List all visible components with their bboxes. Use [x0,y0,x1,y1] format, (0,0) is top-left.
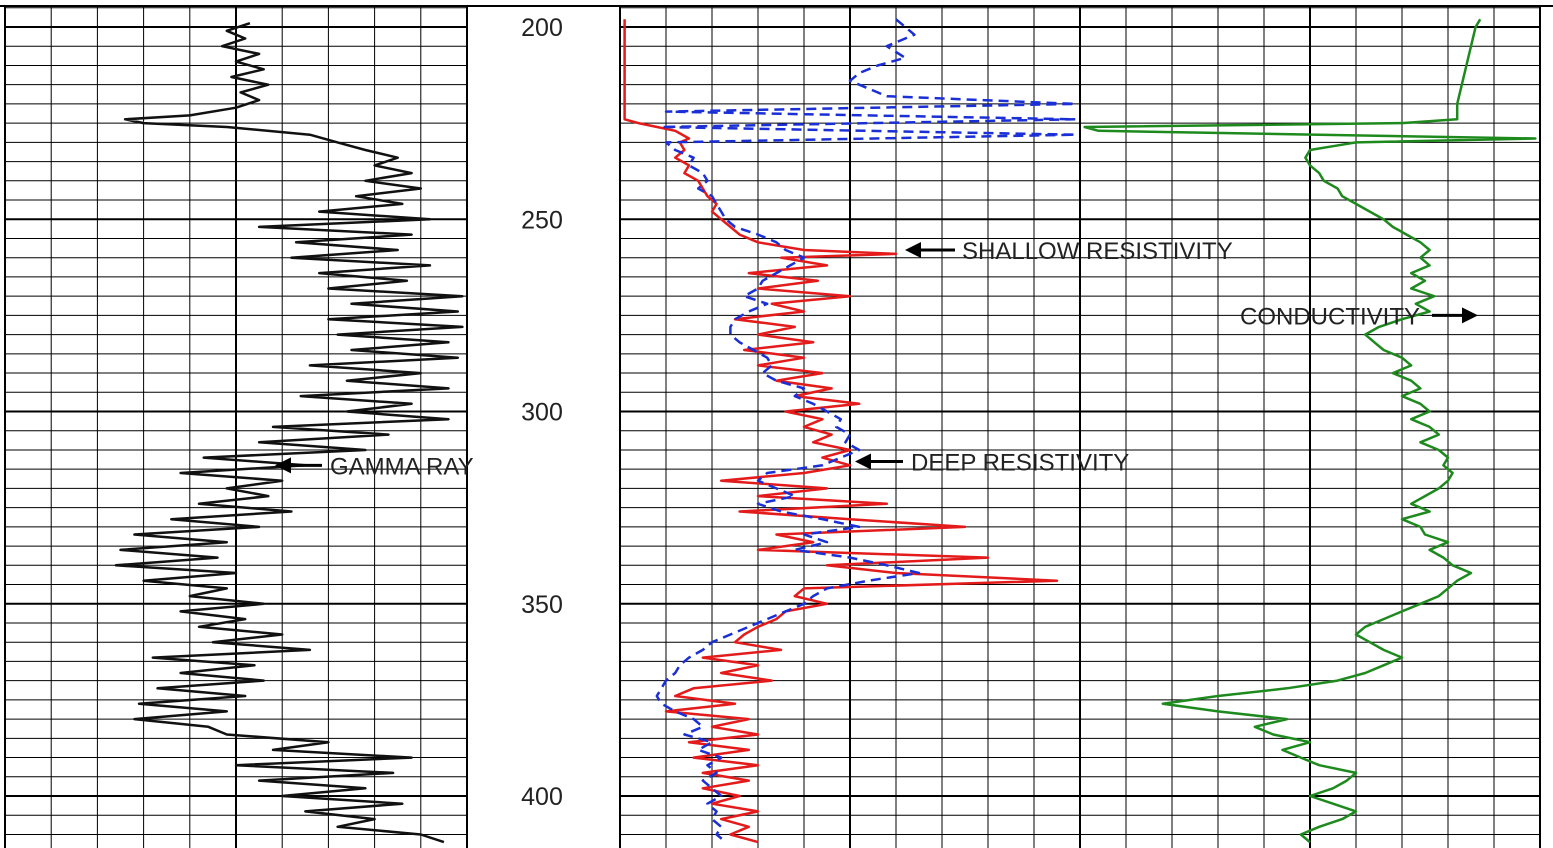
conductivity-curve [1083,18,1537,844]
arrow-head-icon [1462,307,1478,324]
deep-resistivity-curve [655,18,1077,844]
arrow-head-icon [905,242,921,259]
depth-tick-label: 300 [521,399,563,427]
conductivity-annotation: CONDUCTIVITY [1240,303,1478,330]
chart-frame [0,5,1553,848]
gamma-ray-curve [114,22,464,844]
depth-axis: 200 250 300 350 400 [521,14,563,811]
curve-annotations: GAMMA RAY SHALLOW RESISTIVITY DEEP RESISTI… [275,238,1478,480]
annotation-label: SHALLOW RESISTIVITY [962,238,1233,265]
depth-tick-label: 350 [521,591,563,619]
shallow-resistivity-annotation: SHALLOW RESISTIVITY [905,238,1233,265]
track2-resistivity-grid [619,6,1081,848]
depth-tick-label: 250 [521,206,563,234]
annotation-label: GAMMA RAY [330,453,474,480]
shallow-resistivity-curve [623,19,1059,844]
arrow-head-icon [855,453,871,470]
arrow-head-icon [275,457,291,474]
track1-gamma-ray-grid [4,6,468,848]
depth-tick-label: 200 [521,14,563,42]
annotation-label: CONDUCTIVITY [1240,303,1420,330]
gamma-ray-annotation: GAMMA RAY [275,453,474,480]
log-curves [114,18,1537,844]
depth-tick-label: 400 [521,783,563,811]
deep-resistivity-annotation: DEEP RESISTIVITY [855,449,1129,476]
annotation-label: DEEP RESISTIVITY [911,449,1129,476]
